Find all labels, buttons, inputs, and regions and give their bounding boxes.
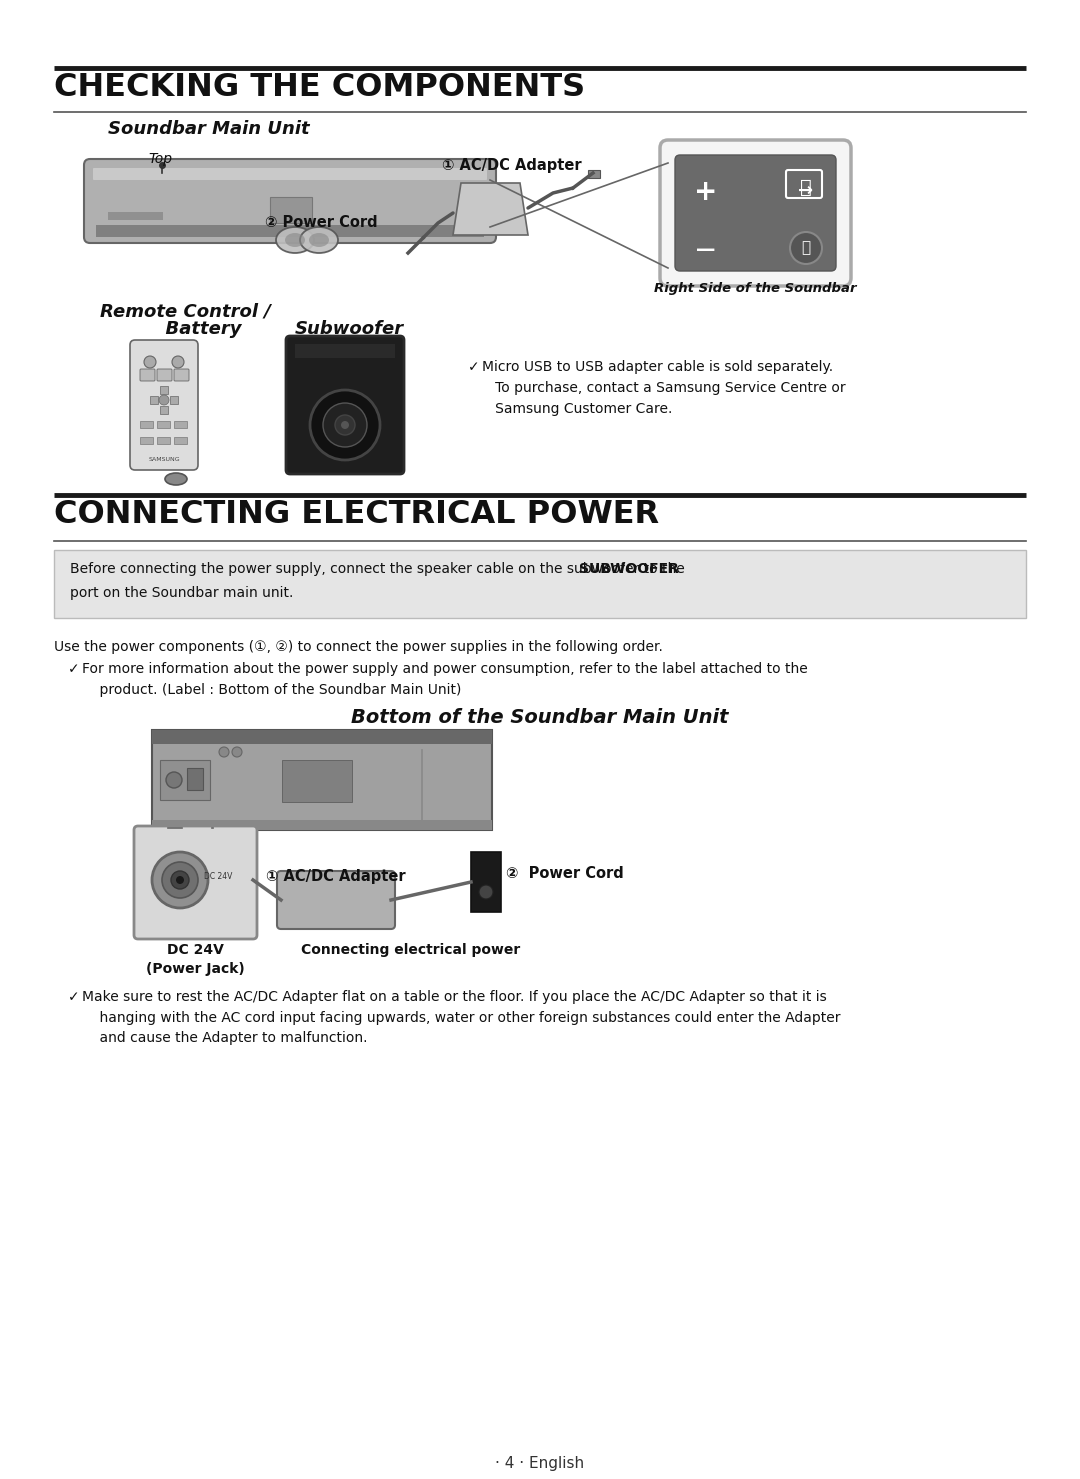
FancyBboxPatch shape bbox=[84, 160, 496, 243]
Ellipse shape bbox=[165, 473, 187, 485]
Bar bbox=[160, 386, 168, 393]
Bar bbox=[152, 731, 492, 744]
Bar bbox=[157, 436, 170, 444]
Bar bbox=[140, 436, 153, 444]
Circle shape bbox=[335, 416, 355, 435]
FancyBboxPatch shape bbox=[134, 825, 257, 939]
Text: ✓: ✓ bbox=[468, 359, 480, 374]
FancyBboxPatch shape bbox=[286, 336, 404, 473]
Text: For more information about the power supply and power consumption, refer to the : For more information about the power sup… bbox=[82, 663, 808, 697]
Text: Remote Control /: Remote Control / bbox=[100, 302, 271, 319]
Text: port on the Soundbar main unit.: port on the Soundbar main unit. bbox=[70, 586, 294, 600]
Text: ②  Power Cord: ② Power Cord bbox=[507, 867, 624, 881]
Bar bbox=[160, 760, 210, 800]
Text: ✓: ✓ bbox=[68, 989, 80, 1004]
Bar bbox=[170, 396, 178, 404]
Circle shape bbox=[166, 772, 183, 788]
Ellipse shape bbox=[309, 234, 329, 247]
Circle shape bbox=[219, 747, 229, 757]
Text: Connecting electrical power: Connecting electrical power bbox=[301, 944, 521, 957]
Bar bbox=[588, 170, 600, 177]
FancyBboxPatch shape bbox=[130, 340, 198, 470]
Circle shape bbox=[159, 395, 168, 405]
Ellipse shape bbox=[300, 226, 338, 253]
Bar bbox=[187, 768, 203, 790]
FancyBboxPatch shape bbox=[140, 368, 156, 382]
Text: Top: Top bbox=[148, 152, 172, 166]
FancyBboxPatch shape bbox=[786, 170, 822, 198]
Circle shape bbox=[310, 390, 380, 460]
Text: ① AC/DC Adapter: ① AC/DC Adapter bbox=[442, 158, 582, 173]
Circle shape bbox=[323, 402, 367, 447]
Text: Make sure to rest the AC/DC Adapter flat on a table or the floor. If you place t: Make sure to rest the AC/DC Adapter flat… bbox=[82, 989, 840, 1046]
FancyBboxPatch shape bbox=[93, 169, 487, 180]
Text: +: + bbox=[694, 177, 718, 206]
Ellipse shape bbox=[276, 226, 314, 253]
Text: Subwoofer: Subwoofer bbox=[295, 319, 404, 339]
Bar bbox=[160, 407, 168, 414]
Text: ⮞: ⮞ bbox=[800, 177, 812, 197]
Circle shape bbox=[480, 884, 492, 899]
FancyBboxPatch shape bbox=[675, 155, 836, 271]
Text: Use the power components (①, ②) to connect the power supplies in the following o: Use the power components (①, ②) to conne… bbox=[54, 640, 663, 654]
FancyBboxPatch shape bbox=[157, 368, 172, 382]
Bar bbox=[471, 852, 501, 913]
Text: CHECKING THE COMPONENTS: CHECKING THE COMPONENTS bbox=[54, 72, 585, 104]
Circle shape bbox=[172, 356, 184, 368]
Bar bbox=[295, 345, 395, 358]
Text: Battery: Battery bbox=[129, 319, 242, 339]
Circle shape bbox=[232, 747, 242, 757]
Bar bbox=[152, 731, 492, 830]
Bar bbox=[270, 197, 312, 223]
Circle shape bbox=[152, 852, 208, 908]
Text: SAMSUNG: SAMSUNG bbox=[148, 457, 179, 461]
Text: CONNECTING ELECTRICAL POWER: CONNECTING ELECTRICAL POWER bbox=[54, 498, 659, 529]
Circle shape bbox=[341, 422, 349, 429]
Circle shape bbox=[789, 232, 822, 263]
FancyBboxPatch shape bbox=[660, 141, 851, 285]
Polygon shape bbox=[453, 183, 528, 235]
Text: DC 24V
(Power Jack): DC 24V (Power Jack) bbox=[146, 944, 244, 976]
FancyBboxPatch shape bbox=[54, 550, 1026, 618]
Bar bbox=[96, 225, 484, 237]
Text: Right Side of the Soundbar: Right Side of the Soundbar bbox=[653, 282, 856, 294]
Bar bbox=[152, 819, 492, 830]
Text: ⏻: ⏻ bbox=[801, 241, 811, 256]
Text: ✓: ✓ bbox=[68, 663, 80, 676]
Text: Bottom of the Soundbar Main Unit: Bottom of the Soundbar Main Unit bbox=[351, 708, 729, 728]
Text: Before connecting the power supply, connect the speaker cable on the subwoofer t: Before connecting the power supply, conn… bbox=[70, 562, 689, 575]
Bar bbox=[140, 422, 153, 427]
Circle shape bbox=[144, 356, 156, 368]
FancyBboxPatch shape bbox=[276, 871, 395, 929]
Bar bbox=[282, 760, 352, 802]
Ellipse shape bbox=[285, 234, 305, 247]
Text: Micro USB to USB adapter cable is sold separately.
   To purchase, contact a Sam: Micro USB to USB adapter cable is sold s… bbox=[482, 359, 846, 416]
Circle shape bbox=[176, 876, 184, 884]
Text: Soundbar Main Unit: Soundbar Main Unit bbox=[108, 120, 310, 138]
Text: —: — bbox=[697, 240, 716, 259]
Text: ② Power Cord: ② Power Cord bbox=[265, 214, 378, 231]
Text: SUBWOOFER: SUBWOOFER bbox=[579, 562, 679, 575]
Bar bbox=[108, 211, 163, 220]
Bar bbox=[174, 422, 187, 427]
Bar bbox=[174, 436, 187, 444]
Text: ① AC/DC Adapter: ① AC/DC Adapter bbox=[266, 870, 406, 884]
Circle shape bbox=[162, 862, 198, 898]
FancyBboxPatch shape bbox=[174, 368, 189, 382]
Text: DC 24V: DC 24V bbox=[204, 873, 232, 881]
Text: →: → bbox=[798, 182, 813, 200]
Circle shape bbox=[171, 871, 189, 889]
Bar bbox=[157, 422, 170, 427]
Text: · 4 · English: · 4 · English bbox=[496, 1455, 584, 1472]
Bar bbox=[150, 396, 158, 404]
